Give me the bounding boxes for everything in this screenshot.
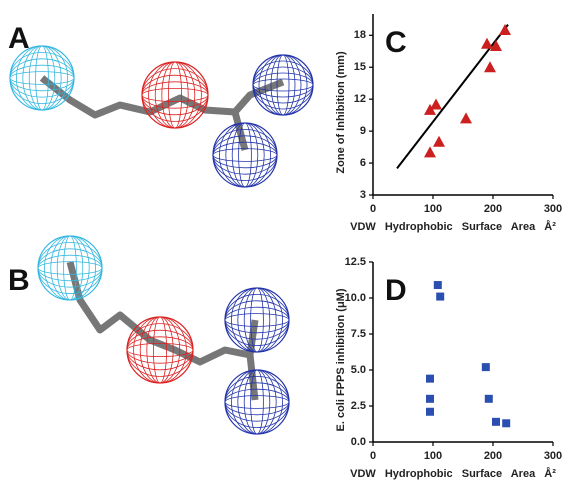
y-axis-label: E. coli FPPS inhibition (μM)	[335, 288, 347, 431]
x-tick-label: 100	[424, 450, 442, 462]
point	[436, 293, 444, 301]
mesh-sphere	[142, 62, 208, 128]
x-tick-label: 100	[424, 203, 442, 215]
mesh-line	[142, 69, 208, 122]
x-tick-label: 0	[370, 450, 376, 462]
mesh-line	[162, 62, 188, 128]
mesh-sphere	[127, 317, 193, 383]
panel-label: A	[8, 22, 30, 55]
point	[502, 419, 510, 427]
mesh-line	[142, 82, 208, 108]
mesh-line	[251, 370, 264, 434]
point	[430, 99, 442, 110]
mesh-line	[127, 324, 193, 377]
mesh-line	[244, 288, 270, 352]
mesh-line	[149, 62, 202, 128]
y-tick-label: 0.0	[351, 436, 366, 448]
mesh-sphere	[213, 123, 277, 187]
mesh-line	[238, 288, 276, 352]
mesh-line	[155, 62, 195, 128]
panel-label: D	[385, 274, 407, 307]
mesh-line	[232, 123, 258, 187]
point	[426, 408, 434, 416]
y-tick-label: 5.0	[351, 364, 366, 376]
x-axis-label: VDW Hydrophobic Surface Area Å²	[350, 220, 556, 233]
mesh-sphere	[225, 370, 289, 434]
mesh-line	[127, 330, 193, 370]
panel-label: C	[385, 26, 407, 59]
mesh-line	[244, 370, 270, 434]
mesh-line	[231, 370, 282, 434]
point	[434, 281, 442, 289]
panel-label: B	[8, 264, 30, 297]
mesh-line	[226, 123, 264, 187]
mesh-line	[225, 376, 289, 427]
point	[426, 395, 434, 403]
point	[484, 61, 496, 72]
y-tick-label: 2.5	[351, 400, 366, 412]
y-tick-label: 6	[360, 157, 366, 169]
x-tick-label: 300	[544, 203, 562, 215]
y-tick-label: 9	[360, 125, 366, 137]
mesh-line	[239, 123, 252, 187]
point	[433, 136, 445, 147]
y-tick-label: 10.0	[345, 292, 366, 304]
point	[481, 38, 493, 49]
mesh-sphere	[225, 288, 289, 352]
point	[424, 146, 436, 157]
point	[499, 24, 511, 35]
point	[426, 375, 434, 383]
y-tick-label: 15	[354, 61, 366, 73]
point	[482, 363, 490, 371]
bond	[70, 262, 255, 362]
y-axis-label: Zone of Inhibition (mm)	[335, 51, 347, 174]
mesh-line	[231, 288, 282, 352]
x-tick-label: 200	[484, 203, 502, 215]
y-tick-label: 7.5	[351, 328, 366, 340]
point	[460, 112, 472, 123]
y-tick-label: 12.5	[345, 256, 366, 268]
x-tick-label: 300	[544, 450, 562, 462]
y-tick-label: 12	[354, 93, 366, 105]
x-tick-label: 0	[370, 203, 376, 215]
point	[492, 418, 500, 426]
mesh-line	[225, 301, 289, 339]
mesh-line	[213, 149, 277, 162]
mesh-line	[153, 317, 166, 383]
y-tick-label: 18	[354, 29, 366, 41]
mesh-line	[142, 75, 208, 115]
figure: A B C 3 6 9 12 15 18 0 100 200 300 VDW Hydrophobic …	[0, 0, 583, 483]
molecule-art	[10, 46, 313, 434]
mesh-line	[238, 370, 276, 434]
y-tick-label: 3	[360, 189, 366, 201]
point	[485, 395, 493, 403]
x-axis-label: VDW Hydrophobic Surface Area Å²	[350, 467, 556, 480]
x-tick-label: 200	[484, 450, 502, 462]
mesh-line	[225, 294, 289, 345]
mesh-line	[219, 123, 270, 187]
